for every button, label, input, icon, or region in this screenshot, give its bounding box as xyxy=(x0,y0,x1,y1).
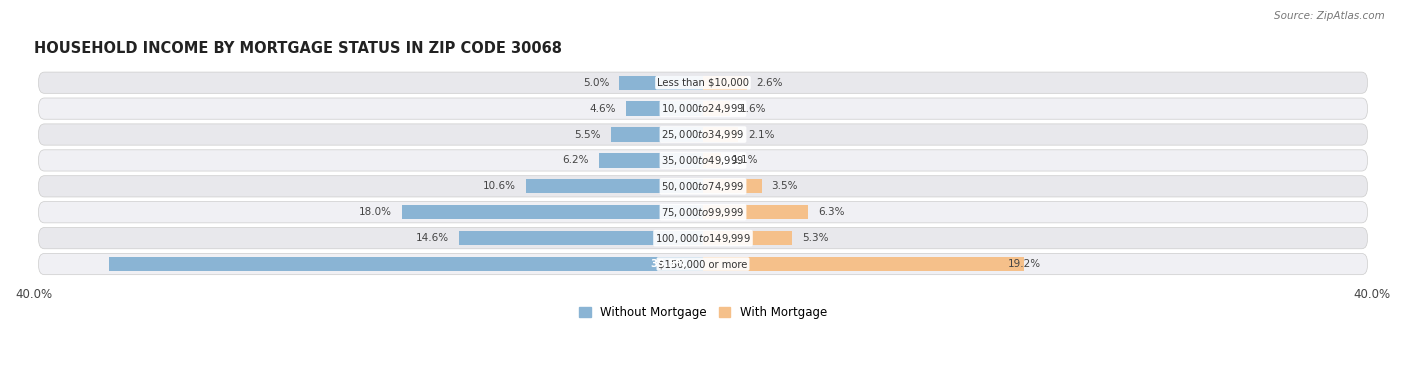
Bar xyxy=(703,76,747,90)
Text: 18.0%: 18.0% xyxy=(359,207,392,217)
FancyBboxPatch shape xyxy=(38,98,1368,119)
Text: 14.6%: 14.6% xyxy=(416,233,449,243)
Text: 1.1%: 1.1% xyxy=(731,155,758,166)
FancyBboxPatch shape xyxy=(38,72,1368,93)
Text: 19.2%: 19.2% xyxy=(1008,259,1040,269)
Text: 1.6%: 1.6% xyxy=(740,104,766,114)
Text: 10.6%: 10.6% xyxy=(482,181,516,191)
Text: 2.6%: 2.6% xyxy=(756,78,783,88)
Text: 5.3%: 5.3% xyxy=(801,233,828,243)
Bar xyxy=(402,205,703,219)
Bar xyxy=(703,127,738,142)
Bar xyxy=(612,127,703,142)
FancyBboxPatch shape xyxy=(38,150,1368,171)
Bar xyxy=(703,231,792,245)
Bar xyxy=(599,153,703,167)
FancyBboxPatch shape xyxy=(38,201,1368,223)
Text: 6.3%: 6.3% xyxy=(818,207,845,217)
Text: 5.0%: 5.0% xyxy=(583,78,609,88)
Bar xyxy=(619,76,703,90)
Text: 3.5%: 3.5% xyxy=(772,181,799,191)
Text: 35.5%: 35.5% xyxy=(650,259,686,269)
FancyBboxPatch shape xyxy=(38,124,1368,145)
Text: $10,000 to $24,999: $10,000 to $24,999 xyxy=(661,102,745,115)
FancyBboxPatch shape xyxy=(38,176,1368,197)
Text: Source: ZipAtlas.com: Source: ZipAtlas.com xyxy=(1274,11,1385,21)
Text: 6.2%: 6.2% xyxy=(562,155,589,166)
Bar xyxy=(703,179,762,194)
Text: 5.5%: 5.5% xyxy=(575,130,600,139)
Bar xyxy=(703,101,730,116)
Text: 4.6%: 4.6% xyxy=(589,104,616,114)
Text: $35,000 to $49,999: $35,000 to $49,999 xyxy=(661,154,745,167)
Text: HOUSEHOLD INCOME BY MORTGAGE STATUS IN ZIP CODE 30068: HOUSEHOLD INCOME BY MORTGAGE STATUS IN Z… xyxy=(34,42,561,56)
Text: 2.1%: 2.1% xyxy=(748,130,775,139)
Bar xyxy=(703,205,808,219)
Text: $50,000 to $74,999: $50,000 to $74,999 xyxy=(661,180,745,193)
FancyBboxPatch shape xyxy=(38,253,1368,275)
Text: $100,000 to $149,999: $100,000 to $149,999 xyxy=(655,232,751,245)
Text: Less than $10,000: Less than $10,000 xyxy=(657,78,749,88)
Text: $150,000 or more: $150,000 or more xyxy=(658,259,748,269)
Text: $75,000 to $99,999: $75,000 to $99,999 xyxy=(661,206,745,219)
Bar xyxy=(526,179,703,194)
Text: $25,000 to $34,999: $25,000 to $34,999 xyxy=(661,128,745,141)
Bar xyxy=(703,153,721,167)
Bar xyxy=(703,257,1025,271)
Bar xyxy=(108,257,703,271)
FancyBboxPatch shape xyxy=(38,228,1368,249)
Bar xyxy=(626,101,703,116)
Legend: Without Mortgage, With Mortgage: Without Mortgage, With Mortgage xyxy=(574,302,832,324)
Bar xyxy=(458,231,703,245)
